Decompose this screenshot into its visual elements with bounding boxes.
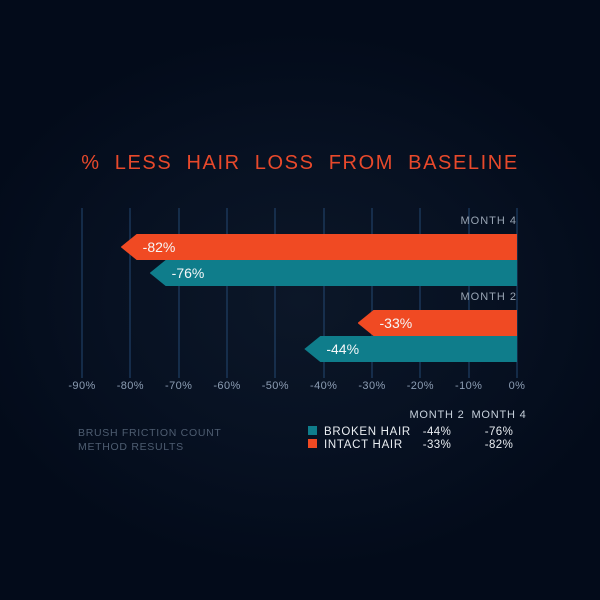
intact-hair-swatch-icon xyxy=(308,439,317,448)
gridline xyxy=(81,208,83,378)
legend-label-broken-hair: BROKEN HAIR xyxy=(324,426,411,438)
gridline xyxy=(322,208,325,378)
gridline xyxy=(274,208,277,378)
axis-tick-label: -50% xyxy=(261,380,289,392)
axis-tick-label: -80% xyxy=(116,380,144,392)
bar-intact-hair-month-4: -82% xyxy=(120,234,517,260)
legend-label-intact-hair: INTACT HAIR xyxy=(324,439,403,451)
axis-tick-label: -40% xyxy=(310,380,338,392)
bar-broken-hair-month-2: -44% xyxy=(304,336,517,362)
gridline xyxy=(419,208,422,378)
legend-row-intact-hair: INTACT HAIR xyxy=(308,439,403,452)
table-header-month-4: MONTH 4 xyxy=(471,409,527,421)
gridline xyxy=(177,208,180,378)
table-header-month-2: MONTH 2 xyxy=(409,409,465,421)
gridline xyxy=(467,208,470,378)
bar-intact-hair-month-2: -33% xyxy=(357,310,517,336)
broken-hair-swatch-icon xyxy=(308,426,317,435)
gridline xyxy=(371,208,373,378)
legend-row-broken-hair: BROKEN HAIR xyxy=(308,426,411,439)
footnote-line1: BRUSH FRICTION COUNT xyxy=(78,427,222,439)
chart-title: % LESS HAIR LOSS FROM BASELINE xyxy=(81,152,519,174)
axis-tick-label: -70% xyxy=(165,380,193,392)
table-value-intact-month4: -82% xyxy=(484,439,514,451)
table-value-intact-month2: -33% xyxy=(422,439,452,451)
axis-tick-label: -20% xyxy=(406,380,434,392)
gridline xyxy=(129,208,132,378)
bar-broken-hair-month-4: -76% xyxy=(149,260,517,286)
axis-tick-label: -30% xyxy=(358,380,386,392)
table-value-broken-month4: -76% xyxy=(484,426,514,438)
axis-tick-label: -10% xyxy=(455,380,483,392)
group-label-month-4: MONTH 4 xyxy=(460,215,517,227)
group-label-month-2: MONTH 2 xyxy=(460,291,517,303)
table-value-broken-month2: -44% xyxy=(422,426,452,438)
method-footnote: BRUSH FRICTION COUNT METHOD RESULTS xyxy=(78,426,222,454)
axis-tick-label: -60% xyxy=(213,380,241,392)
axis-tick-label: -90% xyxy=(68,380,96,392)
gridline xyxy=(226,208,228,378)
footnote-line2: METHOD RESULTS xyxy=(78,441,184,453)
axis-tick-label: 0% xyxy=(508,380,526,392)
gridline xyxy=(516,208,518,378)
